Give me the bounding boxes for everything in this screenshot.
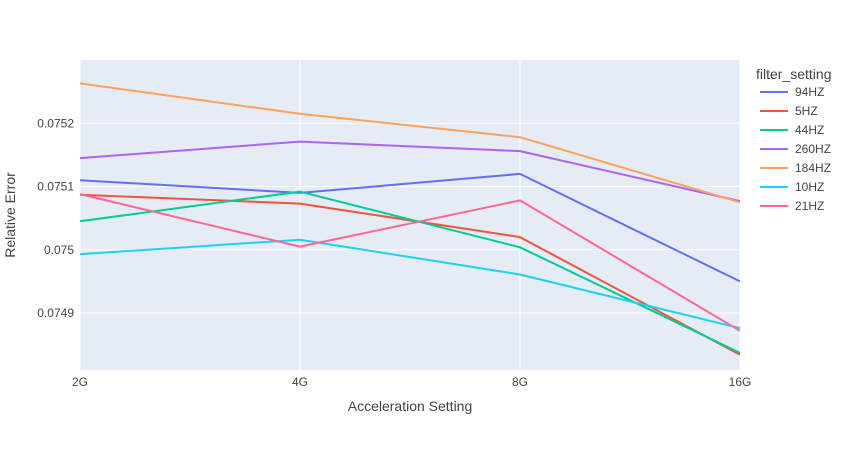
legend-item-184hz[interactable]: 184HZ xyxy=(760,161,831,175)
legend-item-260hz[interactable]: 260HZ xyxy=(760,142,831,156)
y-tick-label: 0.0751 xyxy=(37,180,74,194)
legend-label: 21HZ xyxy=(795,199,824,213)
y-axis-ticks: 0.0749 0.075 0.0751 0.0752 xyxy=(37,116,74,320)
legend-label: 44HZ xyxy=(795,123,824,137)
legend-label: 260HZ xyxy=(795,142,831,156)
y-axis-title: Relative Error xyxy=(2,172,18,258)
legend-label: 94HZ xyxy=(795,85,824,99)
x-tick-label: 2G xyxy=(72,375,88,389)
y-tick-label: 0.075 xyxy=(44,243,74,257)
series-line-10hz[interactable] xyxy=(79,238,741,330)
legend-label: 10HZ xyxy=(795,180,824,194)
x-tick-label: 4G xyxy=(292,375,308,389)
series-line-184hz[interactable] xyxy=(79,82,741,204)
y-tick-label: 0.0749 xyxy=(37,306,74,320)
series-lines xyxy=(79,82,741,356)
legend[interactable]: filter_setting 94HZ 5HZ 44HZ 260HZ 184HZ 10HZ… xyxy=(756,66,831,213)
legend-items: 94HZ 5HZ 44HZ 260HZ 184HZ 10HZ 21HZ xyxy=(760,85,831,213)
series-line-260hz[interactable] xyxy=(79,140,741,203)
x-tick-label: 16G xyxy=(729,375,752,389)
x-tick-label: 8G xyxy=(512,375,528,389)
series-line-21hz[interactable] xyxy=(79,193,741,332)
series-line-44hz[interactable] xyxy=(79,190,741,354)
plot-background xyxy=(80,60,740,370)
y-tick-label: 0.0752 xyxy=(37,116,74,130)
legend-label: 184HZ xyxy=(795,161,831,175)
legend-item-94hz[interactable]: 94HZ xyxy=(760,85,824,99)
legend-item-44hz[interactable]: 44HZ xyxy=(760,123,824,137)
legend-item-21hz[interactable]: 21HZ xyxy=(760,199,824,213)
series-line-94hz[interactable] xyxy=(79,172,741,283)
legend-label: 5HZ xyxy=(795,104,818,118)
x-axis-title: Acceleration Setting xyxy=(348,398,473,414)
legend-title: filter_setting xyxy=(756,66,831,82)
x-axis-ticks: 2G 4G 8G 16G xyxy=(72,375,751,389)
legend-item-10hz[interactable]: 10HZ xyxy=(760,180,824,194)
legend-item-5hz[interactable]: 5HZ xyxy=(760,104,818,118)
